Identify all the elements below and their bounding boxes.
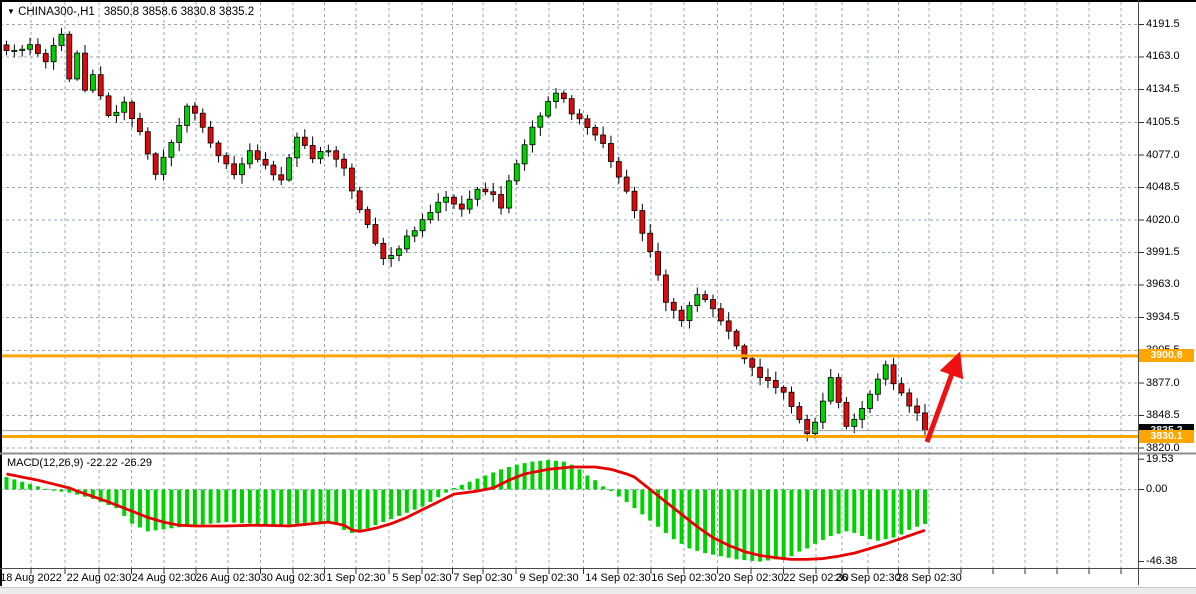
price-level-badge: 3830.1 — [1139, 429, 1194, 443]
chevron-down-icon[interactable]: ▼ — [7, 7, 15, 16]
time-axis-label: 30 Aug 02:30 — [260, 572, 326, 584]
time-axis-label: 22 Aug 02:30 — [66, 572, 132, 584]
price-axis-label: 4134.5 — [1146, 82, 1180, 95]
price-axis-label: 3991.5 — [1146, 245, 1180, 258]
price-level-badge: 3900.8 — [1139, 349, 1194, 363]
ohlc-values: 3850.8 3858.6 3830.8 3835.2 — [103, 6, 255, 18]
grid — [0, 2, 1138, 568]
price-axis-label: 4105.5 — [1146, 116, 1180, 129]
price-axis-label: 3877.0 — [1146, 376, 1180, 389]
bottom-status-strip — [0, 587, 1196, 594]
price-axis-label: 3820.0 — [1146, 441, 1180, 454]
macd-axis-label: 0.00 — [1146, 483, 1168, 495]
macd-axis-label: -46.38 — [1146, 554, 1178, 567]
time-axis-label: 9 Sep 02:30 — [519, 572, 579, 584]
time-axis-label: 26 Sep 02:30 — [835, 572, 901, 584]
time-axis-label: 20 Sep 02:30 — [718, 572, 784, 584]
price-axis-label: 4048.5 — [1146, 181, 1180, 193]
symbol-timeframe: CHINA300-,H1 — [18, 6, 95, 18]
time-axis-label: 18 Aug 2022 — [0, 572, 62, 584]
price-axis-label: 4191.5 — [1146, 17, 1180, 30]
time-axis-label: 14 Sep 02:30 — [585, 572, 651, 584]
support-resistance-lines[interactable] — [0, 354, 1138, 438]
macd-main-value: -22.22 — [86, 457, 118, 469]
time-axis-label: 24 Aug 02:30 — [131, 572, 197, 584]
trend-arrow[interactable] — [924, 351, 964, 443]
macd-indicator-label: MACD(12,26,9) -22.22 -26.29 — [7, 457, 152, 469]
time-axis-label: 28 Sep 02:30 — [896, 572, 962, 584]
price-axis-label: 3963.0 — [1146, 278, 1180, 291]
macd-signal-value: -26.29 — [120, 457, 152, 469]
time-axis-label: 26 Aug 02:30 — [195, 572, 261, 584]
macd-indicator — [4, 460, 927, 562]
macd-signal-line — [6, 465, 926, 561]
candlesticks — [3, 27, 928, 442]
price-axis-label: 3934.5 — [1146, 310, 1180, 323]
price-axis-label: 4077.0 — [1146, 148, 1180, 161]
time-axis-label: 22 Sep 02:30 — [783, 572, 849, 584]
price-axis-label: 3848.5 — [1146, 409, 1180, 421]
time-axis-label: 7 Sep 02:30 — [453, 572, 513, 584]
macd-axis-label: 19.53 — [1146, 452, 1174, 465]
price-axis[interactable]: 4191.5 4163.0 4134.5 4105.5 4077.0 4048.5 4020… — [1139, 0, 1196, 585]
time-axis[interactable]: 18 Aug 2022 22 Aug 02:30 24 Aug 02:30 26 Au… — [0, 569, 1138, 586]
price-axis-label: 4163.0 — [1146, 50, 1180, 63]
time-axis-label: 1 Sep 02:30 — [326, 572, 386, 584]
time-axis-label: 5 Sep 02:30 — [392, 572, 452, 584]
time-axis-label: 16 Sep 02:30 — [651, 572, 717, 584]
macd-name: MACD(12,26,9) — [7, 457, 84, 469]
chart-title: ▼ CHINA300-,H1 3850.8 3858.6 3830.8 3835.… — [7, 6, 254, 18]
price-axis-label: 4020.0 — [1146, 213, 1180, 226]
